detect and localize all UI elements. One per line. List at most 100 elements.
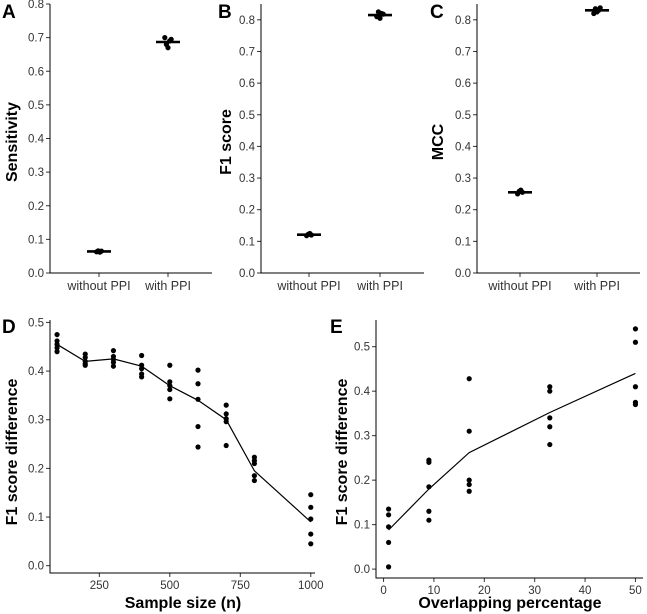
panel-c-ytick-label: 0.4 [455, 141, 472, 153]
panel-d-ytick-label: 0.5 [28, 317, 44, 329]
panel-e-xtick-label: 10 [428, 585, 441, 597]
panel-d-point [308, 504, 314, 510]
panel-e-xtick-label: 40 [579, 585, 592, 597]
panel-e-ytick-label: 0.4 [354, 386, 371, 398]
panel-b-axes [260, 4, 424, 274]
panel-c-yticks: 0.0 0.1 0.2 0.3 0.4 0.5 0.6 0.7 0.8 [455, 15, 477, 280]
panel-d-xlabel: Sample size (n) [125, 595, 241, 612]
panel-d-point [110, 348, 117, 354]
panel-c-ylabel: MCC [430, 123, 447, 160]
panel-c-ytick-label: 0.8 [455, 15, 471, 27]
panel-a-point [165, 45, 171, 51]
panel-e-point [632, 401, 639, 408]
panel-a-ytick-label: 0.7 [28, 33, 44, 45]
panel-b-ylabel: F1 score [218, 109, 235, 175]
panel-d-point [167, 396, 173, 402]
panel-e-marks [385, 326, 639, 570]
panel-a-ylabel: Sensitivity [4, 102, 21, 182]
panel-b-ytick-label: 0.3 [239, 173, 255, 185]
panel-a-yticks: 0.0 0.1 0.2 0.3 0.4 0.5 0.6 0.7 0.8 [28, 0, 50, 280]
panel-e-point [466, 477, 472, 483]
panel-letter-e: E [330, 317, 343, 338]
panel-d-point [167, 379, 173, 385]
panel-d-point [195, 444, 201, 450]
panel-d-xtick-label: 250 [90, 580, 109, 592]
panel-a-ytick-label: 0.5 [28, 100, 44, 112]
panel-b-yticks: 0.0 0.1 0.2 0.3 0.4 0.5 0.6 0.7 0.8 [239, 15, 261, 280]
panel-d-point [308, 541, 314, 547]
panel-d-point [54, 349, 60, 355]
panel-b-ytick-label: 0.6 [239, 78, 255, 90]
panel-d-xtick-label: 500 [160, 580, 179, 592]
panel-c-category-label: without PPI [487, 279, 551, 293]
panel-e-yticks: 0.0 0.1 0.2 0.3 0.4 0.5 [354, 342, 376, 576]
panel-e-point [466, 428, 472, 434]
panel-b-ytick-label: 0.4 [239, 141, 256, 153]
panel-e-point [632, 326, 639, 332]
panel-e-point [632, 384, 639, 390]
panel-d-sample-size: F1 score difference Sample size (n) 0.00… [4, 317, 324, 612]
panel-e-axes [375, 320, 643, 579]
panel-c-ytick-label: 0.3 [455, 173, 471, 185]
panel-a-ytick-label: 0.3 [28, 167, 44, 179]
panel-a-ytick-label: 0.6 [28, 66, 44, 78]
panel-d-point [54, 345, 60, 351]
panel-e-point [385, 539, 392, 546]
panel-e-ytick-label: 0.5 [354, 342, 370, 354]
panel-d-xticks: 250 500 750 1000 [90, 573, 324, 592]
panel-d-xtick-label: 1000 [298, 580, 324, 592]
panel-d-point [195, 367, 201, 373]
panel-c-ytick-label: 0.0 [455, 268, 471, 280]
panel-d-point [308, 531, 314, 537]
panel-e-ylabel: F1 score difference [334, 379, 351, 526]
panel-d-ytick-label: 0.1 [28, 512, 44, 524]
panel-e-xticks: 0 10 20 30 40 50 [380, 578, 642, 597]
panel-d-trend-line [56, 343, 312, 523]
panel-e-point [466, 481, 472, 488]
panel-d-point [139, 374, 145, 380]
panel-e-xtick-label: 30 [528, 585, 541, 597]
panel-d-ytick-label: 0.2 [28, 463, 44, 475]
panel-a-point [162, 35, 168, 41]
panel-e-xtick-label: 50 [629, 585, 642, 597]
panel-e-point [547, 441, 553, 448]
panel-e-point [632, 339, 639, 345]
panel-e-point [547, 424, 553, 430]
panel-d-point [251, 473, 257, 479]
panel-c-mcc: MCC 0.0 0.1 0.2 0.3 0.4 0.5 0.6 0.7 0.8 without … [430, 4, 640, 293]
panel-e-xtick-label: 0 [380, 585, 386, 597]
panel-c-axes [476, 4, 640, 274]
panel-c-ytick-label: 0.7 [455, 46, 471, 58]
panel-d-point [82, 362, 88, 368]
panel-d-ytick-label: 0.3 [28, 415, 44, 427]
panel-d-marks [54, 331, 314, 547]
panel-e-point [385, 512, 392, 518]
panel-a-marks [87, 35, 180, 255]
panel-c-ytick-label: 0.5 [455, 110, 471, 122]
panel-d-point [167, 386, 173, 393]
panel-d-ytick-label: 0.0 [28, 561, 44, 573]
panel-c-marks [508, 5, 609, 197]
panel-a-category-label: with PPI [144, 279, 191, 293]
panel-e-point [547, 384, 553, 390]
panel-letter-d: D [2, 317, 16, 338]
panel-d-point [223, 411, 229, 417]
panel-e-overlap: F1 score difference Overlapping percenta… [334, 320, 643, 612]
panel-d-point [167, 362, 173, 368]
panel-d-ytick-label: 0.4 [28, 366, 45, 378]
panel-d-point [195, 423, 201, 430]
panel-e-point [385, 506, 392, 512]
panel-d-point [223, 402, 229, 408]
panel-b-ytick-label: 0.1 [239, 236, 255, 248]
panel-d-xtick-label: 750 [231, 580, 250, 592]
panel-a-ytick-label: 0.1 [28, 234, 44, 246]
panel-d-point [110, 359, 117, 365]
panel-d-point [223, 442, 229, 449]
panel-b-categories: without PPI with PPI [276, 273, 403, 293]
panel-e-ytick-label: 0.0 [354, 564, 370, 576]
panel-b-category-label: with PPI [356, 279, 403, 293]
panel-e-ytick-label: 0.1 [354, 520, 370, 532]
panel-e-xlabel: Overlapping percentage [418, 595, 601, 612]
panel-b-point [377, 15, 383, 21]
